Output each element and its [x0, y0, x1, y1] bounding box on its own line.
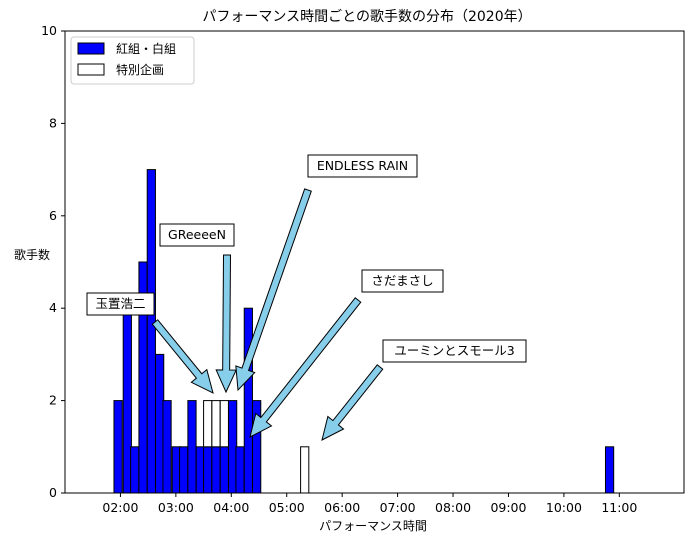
y-axis: 0 2 4 6 8 10 [41, 23, 65, 500]
bar-special [219, 400, 229, 448]
annotation-label: 玉置浩二 [95, 296, 145, 311]
y-tick-label: 6 [49, 208, 57, 223]
bar-red-white [219, 446, 229, 494]
bars-layer [83, 169, 666, 494]
y-tick-label: 0 [49, 485, 57, 500]
legend-label-special: 特別企画 [116, 62, 164, 77]
annotation-box [361, 269, 444, 293]
x-tick-label: 09:00 [490, 500, 526, 515]
legend: 紅組・白組 特別企画 [70, 36, 195, 85]
bar-red-white [146, 169, 156, 494]
annotation-label: GReeeeN [168, 227, 226, 242]
annotation-label: ENDLESS RAIN [317, 158, 408, 173]
bar-red-white [162, 400, 172, 494]
bar-special [203, 400, 213, 448]
annotation-arrow [151, 319, 214, 394]
bar-red-white [187, 400, 197, 494]
annotation-box [86, 292, 155, 316]
annotation-label: さだまさし [371, 273, 433, 288]
x-tick-label: 03:00 [158, 500, 194, 515]
x-tick-label: 04:00 [213, 500, 249, 515]
y-tick-label: 2 [49, 393, 57, 408]
x-tick-label: 11:00 [601, 500, 637, 515]
bar-red-white [235, 446, 245, 494]
bar-red-white [203, 446, 213, 494]
x-tick-label: 10:00 [546, 500, 582, 515]
x-tick-label: 08:00 [435, 500, 471, 515]
annotation-arrow [215, 254, 237, 394]
legend-swatch-special [77, 63, 105, 76]
x-axis: 02:00 03:00 04:00 05:00 06:00 07:00 08:00 09:00… [102, 493, 637, 515]
x-tick-label: 05:00 [269, 500, 305, 515]
annotation-label: ユーミンとスモール3 [394, 343, 514, 358]
bar-red-white [179, 446, 189, 494]
y-axis-label: 歌手数 [14, 247, 50, 262]
y-tick-label: 4 [49, 300, 57, 315]
bar-red-white [130, 446, 140, 494]
legend-swatch-red-white [77, 42, 105, 55]
legend-label-red-white: 紅組・白組 [116, 41, 176, 56]
bar-red-white [604, 446, 615, 494]
y-tick-label: 8 [49, 115, 57, 130]
bar-red-white [252, 400, 262, 494]
annotation-box [159, 223, 235, 247]
annotation-arrow [235, 188, 312, 392]
annotation-arrow [321, 364, 384, 441]
y-tick-label: 10 [41, 23, 57, 38]
x-tick-label: 02:00 [102, 500, 138, 515]
x-axis-label: パフォーマンス時間 [319, 519, 427, 533]
x-tick-label: 06:00 [324, 500, 360, 515]
bar-special [211, 400, 221, 448]
annotation-box [307, 154, 418, 178]
bar-red-white [211, 446, 221, 494]
chart-title: パフォーマンス時間ごとの歌手数の分布（2020年） [202, 9, 531, 25]
bar-red-white [243, 307, 253, 494]
x-tick-label: 07:00 [380, 500, 416, 515]
annotation-box [382, 339, 527, 363]
annotation-arrow [249, 297, 362, 438]
bar-red-white [113, 400, 123, 494]
bar-special [300, 446, 310, 494]
